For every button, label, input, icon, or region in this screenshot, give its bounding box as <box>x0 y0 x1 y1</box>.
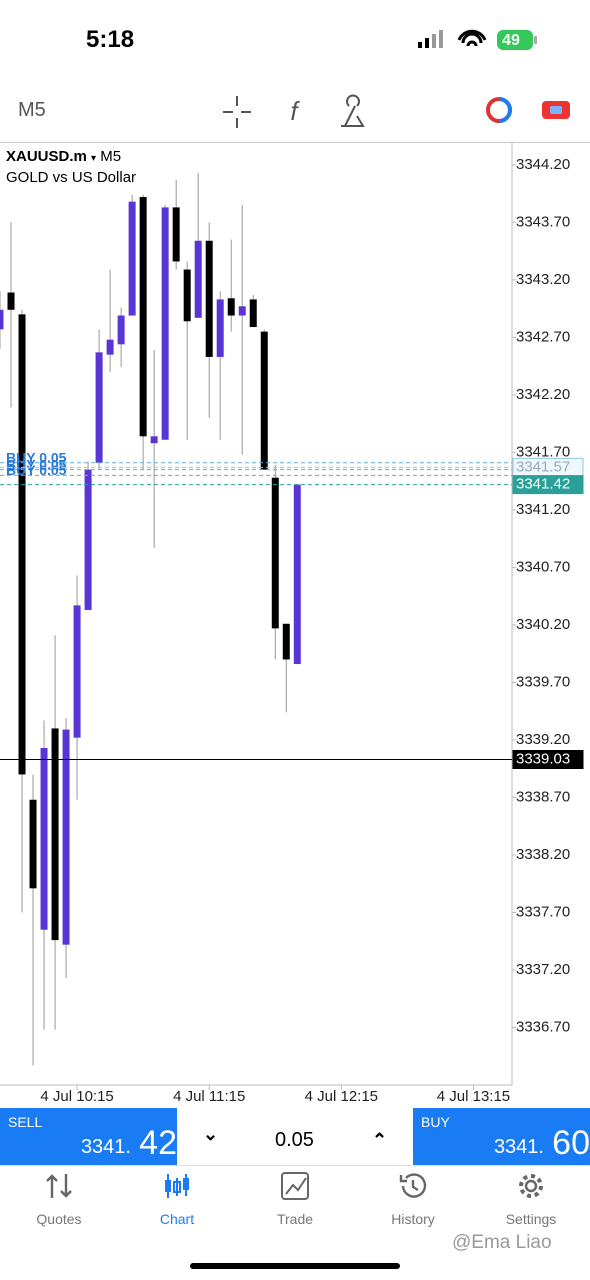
battery: 49 <box>502 32 520 49</box>
tab-label: Trade <box>276 1211 314 1227</box>
symbol: XAUUSD.m <box>6 148 87 165</box>
status-icons: 49 <box>418 29 537 50</box>
y-tick-label: 3342.20 <box>516 386 570 403</box>
indicator-icon[interactable]: f <box>290 96 300 126</box>
y-tick-label: 3341.20 <box>516 501 570 518</box>
watermark: @Ema Liao <box>452 1232 552 1253</box>
candle-body <box>172 207 180 262</box>
candle-body <box>7 292 15 310</box>
sell-label: SELL <box>8 1114 43 1130</box>
chart-timeframe: M5 <box>100 148 122 165</box>
candle-body <box>62 729 70 945</box>
y-tick-label: 3340.70 <box>516 558 570 575</box>
tab[interactable]: Settings <box>472 1172 590 1227</box>
buy-price-tail: 60 <box>552 1124 590 1162</box>
candle-body <box>282 623 290 660</box>
level-line-label: 3339.03 <box>516 750 570 767</box>
y-tick-label: 3343.70 <box>516 213 570 230</box>
candle-body <box>161 207 169 440</box>
lot-decrease[interactable]: ⌄ <box>203 1124 219 1144</box>
divider <box>0 142 590 143</box>
tab-label: Settings <box>505 1211 557 1227</box>
buy-button[interactable]: BUY 3341. 60 <box>413 1108 590 1165</box>
x-tick-label: 4 Jul 10:15 <box>40 1088 113 1105</box>
candle-body <box>183 269 191 322</box>
candle-body <box>51 728 59 941</box>
candle-body <box>29 799 37 889</box>
sell-price-head: 3341. <box>80 1136 131 1158</box>
y-tick-label: 3341.70 <box>516 443 570 460</box>
tab-label: History <box>391 1211 435 1227</box>
candle-body <box>271 477 279 629</box>
tab-label: Quotes <box>36 1211 82 1227</box>
y-tick-label: 3343.20 <box>516 271 570 288</box>
candle-body <box>128 201 136 316</box>
y-tick-label: 3338.70 <box>516 788 570 805</box>
candle-body <box>293 484 301 665</box>
y-tick-label: 3340.20 <box>516 616 570 633</box>
y-tick-label: 3344.20 <box>516 156 570 173</box>
tab[interactable]: Trade <box>236 1172 354 1227</box>
candle-body <box>194 240 202 318</box>
tab-label: Chart <box>159 1211 195 1227</box>
candle-body <box>40 747 48 930</box>
toolbar-icons: f <box>223 94 570 128</box>
candle-body <box>205 240 213 357</box>
y-tick-label: 3337.20 <box>516 961 570 978</box>
order-label: BUY 0.05 <box>6 462 67 478</box>
y-tick-label: 3339.70 <box>516 673 570 690</box>
crosshair-icon[interactable] <box>223 96 251 128</box>
symbol-header: XAUUSD.m ▾ M5 <box>6 148 122 165</box>
candle-body <box>150 436 158 444</box>
tab[interactable]: Quotes <box>0 1172 118 1227</box>
candle-body <box>227 298 235 316</box>
candle-body <box>106 339 114 355</box>
timeframe-button[interactable]: M5 <box>18 99 46 121</box>
x-tick-label: 4 Jul 11:15 <box>173 1088 245 1105</box>
home-indicator <box>190 1263 400 1269</box>
y-tick-label: 3337.70 <box>516 903 570 920</box>
divider <box>0 1165 590 1166</box>
candle-body <box>84 469 92 610</box>
order-label: BUY 0.05 <box>6 456 67 472</box>
candle-body <box>95 352 103 463</box>
buy-price-head: 3341. <box>493 1136 544 1158</box>
bid-line-label: 3341.42 <box>516 476 570 493</box>
chart: 3344.20 3343.70 3343.20 3342.70 3342.20 3341.… <box>0 143 584 1105</box>
order-label: BUY 0.05 <box>6 449 67 465</box>
candle-body <box>238 306 246 316</box>
tab[interactable]: Chart <box>118 1172 236 1227</box>
tab[interactable]: History <box>354 1172 472 1227</box>
buy-label: BUY <box>421 1114 450 1130</box>
candle-body <box>260 331 268 470</box>
y-tick-label: 3339.20 <box>516 731 570 748</box>
lot-size[interactable]: 0.05 <box>275 1129 314 1151</box>
y-tick-label: 3338.20 <box>516 846 570 863</box>
candle-body <box>18 314 26 775</box>
candle-body <box>216 299 224 357</box>
symbol-description: GOLD vs US Dollar <box>6 169 137 186</box>
level-line-box <box>512 749 584 769</box>
x-tick-label: 4 Jul 13:15 <box>437 1088 510 1105</box>
lot-increase[interactable]: ⌃ <box>372 1130 388 1150</box>
sell-price-tail: 42 <box>139 1124 177 1162</box>
y-tick-label: 3342.70 <box>516 328 570 345</box>
x-tick-label: 4 Jul 12:15 <box>305 1088 378 1105</box>
candle-body <box>249 299 257 328</box>
clock: 5:18 <box>86 26 135 53</box>
candle-body <box>139 197 147 437</box>
bid-line-box <box>512 475 584 495</box>
sell-button[interactable]: SELL 3341. 42 <box>0 1108 177 1165</box>
candle-body <box>0 309 4 330</box>
y-tick-label: 3336.70 <box>516 1018 570 1035</box>
candle-body <box>117 315 125 345</box>
candle-body <box>73 605 81 738</box>
objects-icon[interactable] <box>341 94 365 127</box>
ask-line-label: 3341.57 <box>516 458 570 475</box>
